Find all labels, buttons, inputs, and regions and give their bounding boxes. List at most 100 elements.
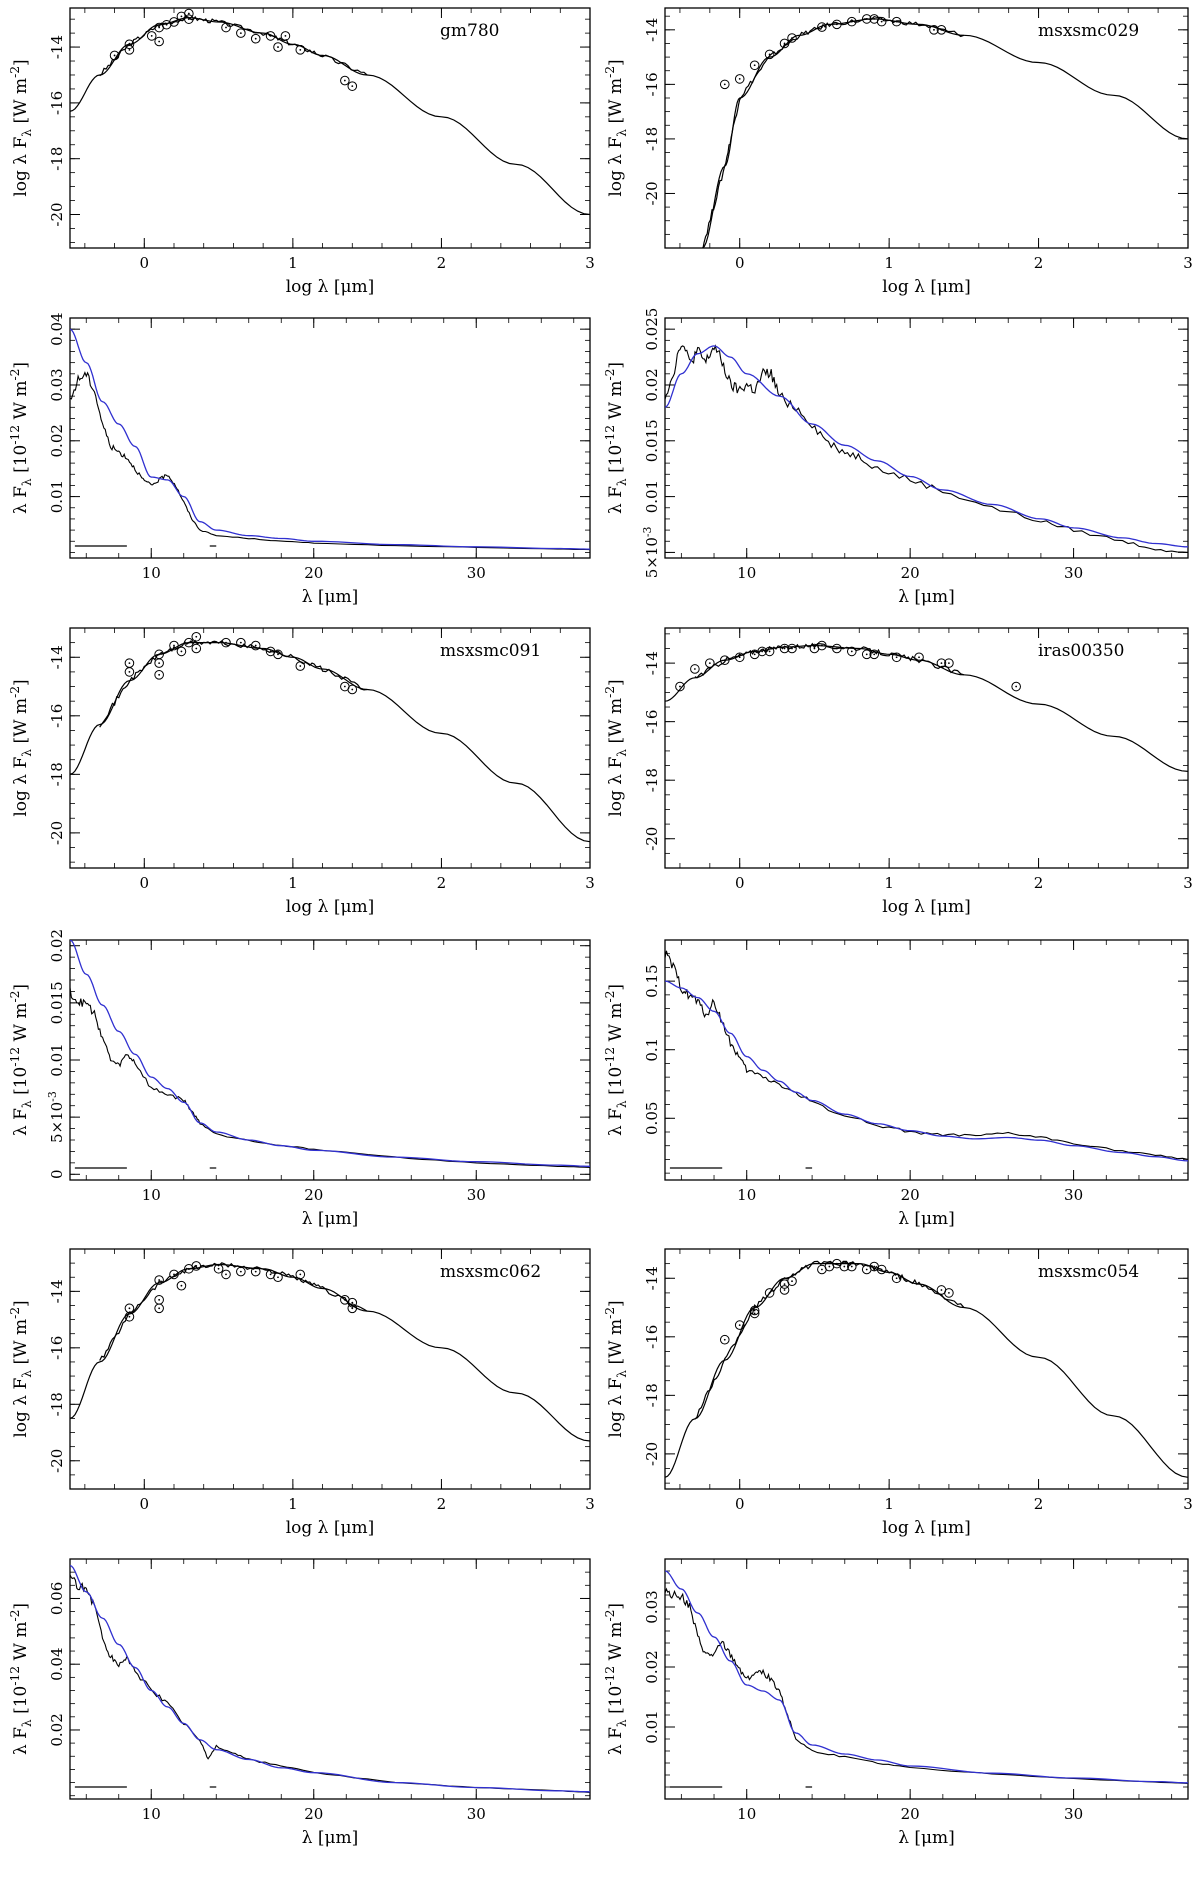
photometry-point [876,1264,887,1275]
y-axis-label: λ Fλ [10-12 W m-2] [603,984,629,1136]
photometry-point [749,1308,760,1319]
y-tick-label: -20 [48,821,66,845]
photometry-point [295,1269,306,1280]
photometry-point [124,39,135,50]
x-axis-label: log λ [μm] [286,277,375,297]
x-axis-label: λ [μm] [302,587,359,607]
y-axis-label: log λ Fλ [W m-2] [603,1300,629,1437]
plot-frame [664,7,1189,249]
x-tick-label: 1 [288,254,298,272]
model-spectrum [665,980,1188,1162]
photometry-point [944,658,954,668]
y-tick-label: 0.04 [48,1648,66,1681]
photometry-point [347,81,358,91]
y-tick-label: -20 [48,202,66,226]
sed-model-curve [665,645,1188,772]
photometry-point [779,643,790,654]
y-axis-label: log λ Fλ [W m-2] [603,59,629,196]
photometry-point [295,661,306,671]
sed-observed-spectrum [99,1262,368,1361]
y-tick-label: 0.02 [48,424,66,457]
plot-frame [664,317,1189,559]
y-tick-label: -14 [48,645,66,669]
photometry-point [295,45,306,55]
photometry-point [764,1288,775,1298]
photometry-point [719,1334,730,1345]
sed-observed-spectrum [99,15,368,77]
x-tick-label: 2 [1034,1495,1044,1513]
photometry-point [213,1263,224,1274]
photometry-point [749,1305,760,1316]
y-tick-label: -18 [48,762,66,786]
photometry-point [914,652,924,663]
panel-11: 10 20 30 0.02 0.04 0.06 λ [μm] λ Fλ [10-12 W m-… [8,1558,591,1848]
panel-7: 10 20 30 0 5×10-3 0.01 0.015 0.02 λ [μm] λ Fλ [10… [8,929,591,1229]
photometry-point [787,1276,797,1286]
y-tick-label: -18 [643,1383,661,1407]
y-axis-label: λ Fλ [10-12 W m-2] [8,362,34,514]
y-tick-label: -20 [643,1442,661,1466]
y-axis-label: log λ Fλ [W m-2] [603,679,629,816]
y-axis-label: log λ Fλ [W m-2] [8,679,34,816]
x-tick-label: 3 [1183,1495,1193,1513]
photometry-point [719,79,730,90]
x-tick-label: 2 [1034,254,1044,272]
photometry-point [154,658,164,668]
panel-10: 0 1 2 3 -20 -18 -16 -14 log λ [μm] log λ Fλ [W m-… [603,1248,1193,1538]
x-tick-label: 30 [1064,1805,1083,1823]
y-tick-label: -18 [643,127,661,151]
photometry-point [124,1311,135,1322]
x-axis-label: log λ [μm] [882,1518,971,1538]
x-tick-label: 0 [735,1495,745,1513]
photometry-point [734,1320,745,1330]
photometry-point [191,631,202,642]
photometry-point [184,637,194,648]
x-tick-label: 10 [142,1805,161,1823]
y-tick-label: -16 [643,710,661,734]
x-tick-label: 20 [304,1186,323,1204]
source-name: msxsmc091 [440,641,541,661]
x-tick-label: 3 [585,254,595,272]
y-tick-label: 0.02 [48,1713,66,1746]
x-axis-label: log λ [μm] [286,1518,375,1538]
y-tick-label: -20 [48,1449,66,1473]
photometry-point [757,646,767,657]
y-tick-label: 0.015 [48,981,66,1024]
y-tick-label: 0.04 [48,312,66,345]
sed-observed-spectrum [694,1260,965,1420]
photometry-point [891,652,902,663]
x-tick-label: 30 [1064,1186,1083,1204]
sed-observed-spectrum [702,16,965,248]
photometry-point [265,31,276,41]
photometry-point [154,1295,164,1305]
photometry-point [846,1261,857,1272]
photometry-point [236,637,246,648]
x-tick-label: 30 [467,1805,486,1823]
model-spectrum [70,1564,590,1793]
panel-2: 0 1 2 3 -20 -18 -16 -14 log λ [μm] log λ Fλ [W m-… [603,7,1193,297]
x-tick-label: 20 [304,564,323,582]
photometry-point [839,1261,850,1272]
panel-12: 10 20 30 0.01 0.02 0.03 λ [μm] λ Fλ [10-12 W m-… [603,1558,1189,1848]
x-axis-label: log λ [μm] [882,897,971,917]
panel-1: 0 1 2 3 -20 -18 -16 -14 log λ [μm] log λ Fλ [W m-… [8,7,595,297]
panel-5: 0 1 2 3 -20 -18 -16 -14 log λ [μm] log λ Fλ [W m-… [8,627,595,917]
x-tick-label: 1 [884,1495,894,1513]
photometry-point [191,1261,202,1271]
photometry-point [184,8,194,19]
plot-frame [664,627,1189,869]
photometry-point [250,33,261,44]
observed-spectrum [70,1574,590,1793]
y-tick-label: 0.02 [643,1650,661,1683]
photometry-point [749,60,760,71]
y-tick-label: 0.01 [48,480,66,513]
plot-frame [664,1248,1189,1490]
x-tick-label: 3 [1183,254,1193,272]
photometry-point [944,1288,954,1298]
sed-model-curve [70,17,590,216]
source-name: gm780 [440,21,499,41]
x-tick-label: 10 [737,1186,756,1204]
y-tick-label: -18 [48,1392,66,1416]
y-tick-label: -14 [643,1266,661,1290]
x-tick-label: 1 [884,254,894,272]
